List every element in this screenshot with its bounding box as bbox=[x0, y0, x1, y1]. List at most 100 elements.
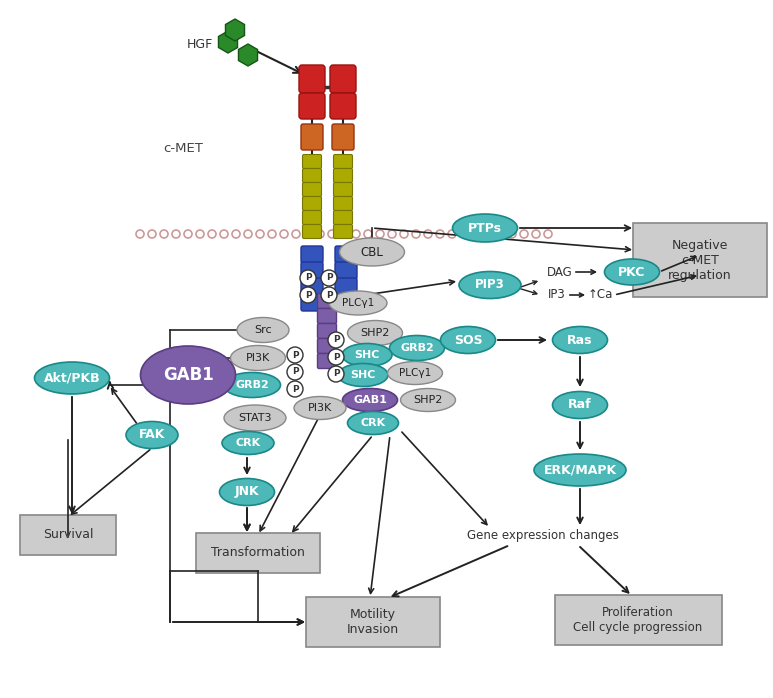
Ellipse shape bbox=[224, 405, 286, 431]
FancyBboxPatch shape bbox=[302, 168, 322, 182]
FancyBboxPatch shape bbox=[554, 595, 721, 645]
Text: P: P bbox=[325, 274, 332, 283]
FancyBboxPatch shape bbox=[299, 93, 325, 119]
FancyBboxPatch shape bbox=[330, 93, 356, 119]
Text: GAB1: GAB1 bbox=[162, 366, 213, 384]
FancyBboxPatch shape bbox=[333, 211, 352, 225]
Text: P: P bbox=[305, 290, 312, 299]
FancyBboxPatch shape bbox=[196, 533, 320, 573]
Text: CRK: CRK bbox=[236, 438, 261, 448]
Ellipse shape bbox=[339, 238, 404, 266]
Text: P: P bbox=[332, 369, 339, 378]
Ellipse shape bbox=[387, 362, 442, 385]
Circle shape bbox=[328, 332, 344, 348]
FancyBboxPatch shape bbox=[301, 262, 323, 279]
Text: GRB2: GRB2 bbox=[235, 380, 269, 390]
FancyBboxPatch shape bbox=[20, 515, 116, 555]
FancyBboxPatch shape bbox=[333, 168, 352, 182]
FancyBboxPatch shape bbox=[318, 309, 336, 323]
FancyBboxPatch shape bbox=[318, 293, 336, 309]
Text: P: P bbox=[305, 274, 312, 283]
Circle shape bbox=[287, 381, 303, 397]
Circle shape bbox=[321, 287, 337, 303]
Ellipse shape bbox=[230, 346, 285, 371]
Ellipse shape bbox=[459, 272, 521, 299]
Text: SOS: SOS bbox=[454, 334, 482, 346]
Text: PIP3: PIP3 bbox=[475, 279, 505, 292]
Circle shape bbox=[328, 349, 344, 365]
Ellipse shape bbox=[338, 364, 388, 387]
Text: P: P bbox=[332, 352, 339, 362]
FancyBboxPatch shape bbox=[332, 124, 354, 150]
Ellipse shape bbox=[348, 320, 403, 346]
Ellipse shape bbox=[35, 362, 110, 394]
FancyBboxPatch shape bbox=[633, 223, 767, 297]
Text: JNK: JNK bbox=[235, 486, 259, 498]
FancyBboxPatch shape bbox=[306, 597, 440, 647]
Ellipse shape bbox=[329, 291, 387, 315]
Circle shape bbox=[328, 366, 344, 382]
FancyBboxPatch shape bbox=[318, 323, 336, 339]
Circle shape bbox=[321, 270, 337, 286]
Text: CRK: CRK bbox=[360, 418, 386, 428]
Ellipse shape bbox=[553, 327, 608, 353]
Text: FAK: FAK bbox=[139, 429, 165, 442]
Ellipse shape bbox=[390, 336, 444, 360]
Text: DAG: DAG bbox=[547, 265, 573, 279]
Ellipse shape bbox=[222, 431, 274, 454]
Ellipse shape bbox=[534, 454, 626, 486]
FancyBboxPatch shape bbox=[330, 65, 356, 93]
Text: Ras: Ras bbox=[567, 334, 593, 346]
Text: c-MET: c-MET bbox=[163, 142, 203, 154]
Circle shape bbox=[300, 270, 316, 286]
Circle shape bbox=[300, 287, 316, 303]
Ellipse shape bbox=[342, 343, 392, 366]
Text: Motility
Invasion: Motility Invasion bbox=[347, 608, 399, 636]
FancyBboxPatch shape bbox=[335, 278, 357, 295]
Ellipse shape bbox=[223, 373, 281, 397]
Ellipse shape bbox=[220, 479, 274, 505]
FancyBboxPatch shape bbox=[299, 65, 325, 93]
Text: P: P bbox=[325, 290, 332, 299]
Text: CBL: CBL bbox=[360, 246, 383, 258]
Text: PI3K: PI3K bbox=[308, 403, 332, 413]
Text: P: P bbox=[291, 368, 298, 376]
Ellipse shape bbox=[348, 412, 399, 434]
Text: Survival: Survival bbox=[43, 528, 94, 542]
FancyBboxPatch shape bbox=[333, 225, 352, 239]
FancyBboxPatch shape bbox=[302, 211, 322, 225]
Text: Akt/PKB: Akt/PKB bbox=[44, 371, 100, 385]
Text: GRB2: GRB2 bbox=[400, 343, 434, 353]
Text: HGF: HGF bbox=[187, 38, 213, 52]
Text: STAT3: STAT3 bbox=[238, 413, 272, 423]
FancyBboxPatch shape bbox=[335, 294, 357, 311]
Text: Raf: Raf bbox=[568, 399, 592, 412]
Text: PLCγ1: PLCγ1 bbox=[399, 368, 431, 378]
Text: PKC: PKC bbox=[618, 265, 645, 279]
Text: ↑Ca: ↑Ca bbox=[587, 288, 613, 302]
Ellipse shape bbox=[553, 392, 608, 419]
Text: ERK/MAPK: ERK/MAPK bbox=[543, 463, 617, 477]
Text: Src: Src bbox=[254, 325, 272, 335]
FancyBboxPatch shape bbox=[302, 225, 322, 239]
FancyBboxPatch shape bbox=[333, 197, 352, 211]
Text: SHP2: SHP2 bbox=[360, 328, 390, 338]
FancyBboxPatch shape bbox=[318, 353, 336, 369]
Text: Proliferation
Cell cycle progression: Proliferation Cell cycle progression bbox=[574, 606, 703, 634]
Text: SHC: SHC bbox=[354, 350, 380, 360]
Text: PI3K: PI3K bbox=[246, 353, 270, 363]
Text: GAB1: GAB1 bbox=[353, 395, 387, 405]
Text: PLCγ1: PLCγ1 bbox=[342, 298, 374, 308]
Ellipse shape bbox=[400, 389, 455, 412]
Ellipse shape bbox=[342, 389, 397, 412]
FancyBboxPatch shape bbox=[318, 339, 336, 353]
Ellipse shape bbox=[294, 396, 346, 419]
Ellipse shape bbox=[141, 346, 236, 404]
Text: P: P bbox=[332, 336, 339, 345]
Text: Negative
c-MET
regulation: Negative c-MET regulation bbox=[668, 239, 732, 281]
FancyBboxPatch shape bbox=[335, 262, 357, 279]
Text: IP3: IP3 bbox=[548, 288, 566, 302]
Text: P: P bbox=[291, 385, 298, 394]
Text: SHC: SHC bbox=[350, 370, 376, 380]
Text: Gene expression changes: Gene expression changes bbox=[467, 528, 619, 542]
